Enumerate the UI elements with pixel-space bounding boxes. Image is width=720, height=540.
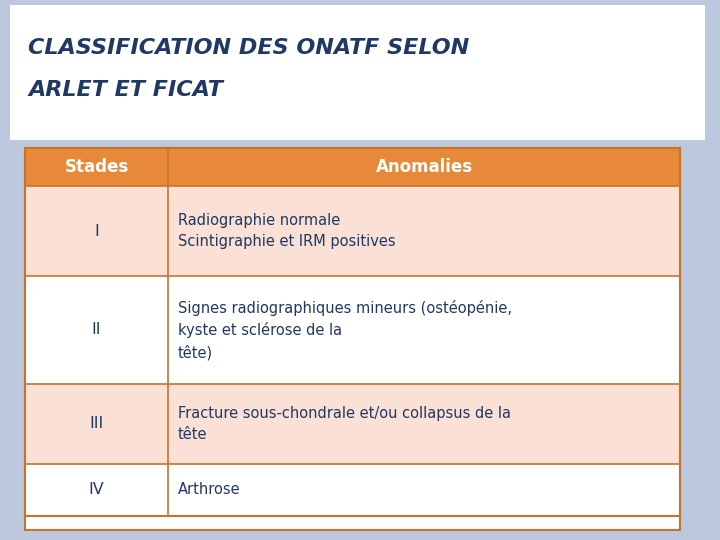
Text: I: I	[94, 224, 99, 239]
Text: Arthrose: Arthrose	[178, 483, 240, 497]
Text: Radiographie normale
Scintigraphie et IRM positives: Radiographie normale Scintigraphie et IR…	[178, 213, 395, 249]
Bar	[25, 148, 680, 516]
Bar	[680, 0, 720, 540]
Bar	[25, 276, 680, 384]
Bar	[25, 186, 680, 276]
Text: ARLET ET FICAT: ARLET ET FICAT	[28, 80, 223, 100]
Bar	[25, 384, 680, 464]
Text: Stades: Stades	[64, 158, 129, 176]
Text: IV: IV	[89, 483, 104, 497]
Bar	[25, 464, 680, 516]
Text: Signes radiographiques mineurs (ostéopénie,
kyste et sclérose de la
tête): Signes radiographiques mineurs (ostéopén…	[178, 300, 512, 360]
Text: Anomalies: Anomalies	[375, 158, 472, 176]
Bar	[25, 148, 680, 186]
Bar	[10, 5, 705, 140]
Text: Fracture sous-chondrale et/ou collapsus de la
tête: Fracture sous-chondrale et/ou collapsus …	[178, 406, 511, 442]
Text: CLASSIFICATION DES ONATF SELON: CLASSIFICATION DES ONATF SELON	[28, 38, 469, 58]
Text: III: III	[89, 416, 104, 431]
Bar	[25, 148, 680, 530]
Text: II: II	[91, 322, 102, 338]
